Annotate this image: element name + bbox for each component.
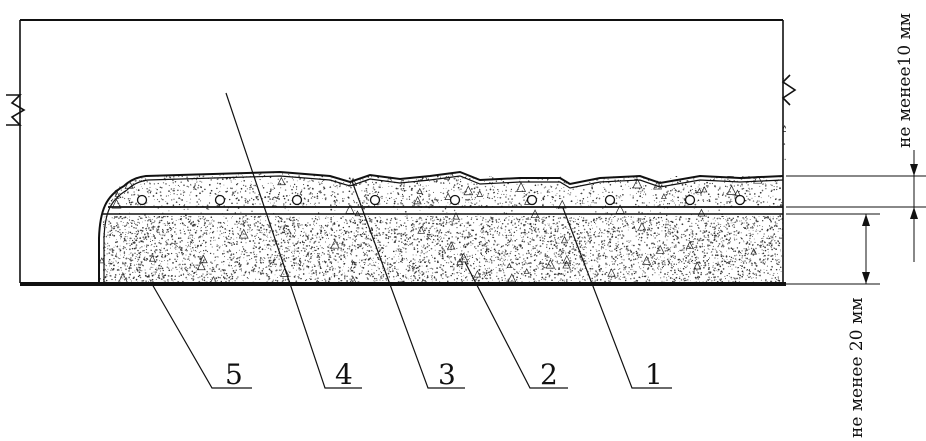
leader-line-2 [464,261,568,389]
rebar-circle [684,194,696,206]
rebar-group [136,194,746,206]
upper-concrete-texture [20,20,786,283]
left-break-symbol [6,94,26,126]
leader-line-4 [225,92,362,389]
leader-line-3 [351,180,465,389]
rebar-circle [214,194,226,206]
callout-2: 2 [540,358,558,391]
callout-5: 5 [225,358,243,391]
dim-arrow-bottom-down [862,272,870,284]
mortar-layer-outline [98,170,784,282]
dim-label-top-cover: не менее10 мм [895,13,915,148]
rebar-circle [291,194,303,206]
callout-1: 1 [645,358,663,391]
leader-line-1 [562,207,672,389]
dim-label-bottom-layer: не менее 20 мм [847,298,867,438]
right-break-symbol [781,74,797,106]
rebar-circle [449,194,461,206]
base-concrete-texture [103,216,783,283]
rebar-circle [526,194,538,206]
rebar-circle [604,194,616,206]
leader-line-5 [151,283,252,389]
rebar-circle [734,194,746,206]
mortar-layer-outline-inner [103,175,784,282]
dim-arrow-top-cover-up [910,207,918,219]
rebar-circle [369,194,381,206]
callout-3: 3 [438,358,456,391]
mortar-layer-texture [108,172,783,207]
callout-4: 4 [335,358,353,391]
dim-arrow-top-cover-down [910,164,918,176]
rebar-circle [136,194,148,206]
dim-arrow-bottom-up [862,214,870,226]
